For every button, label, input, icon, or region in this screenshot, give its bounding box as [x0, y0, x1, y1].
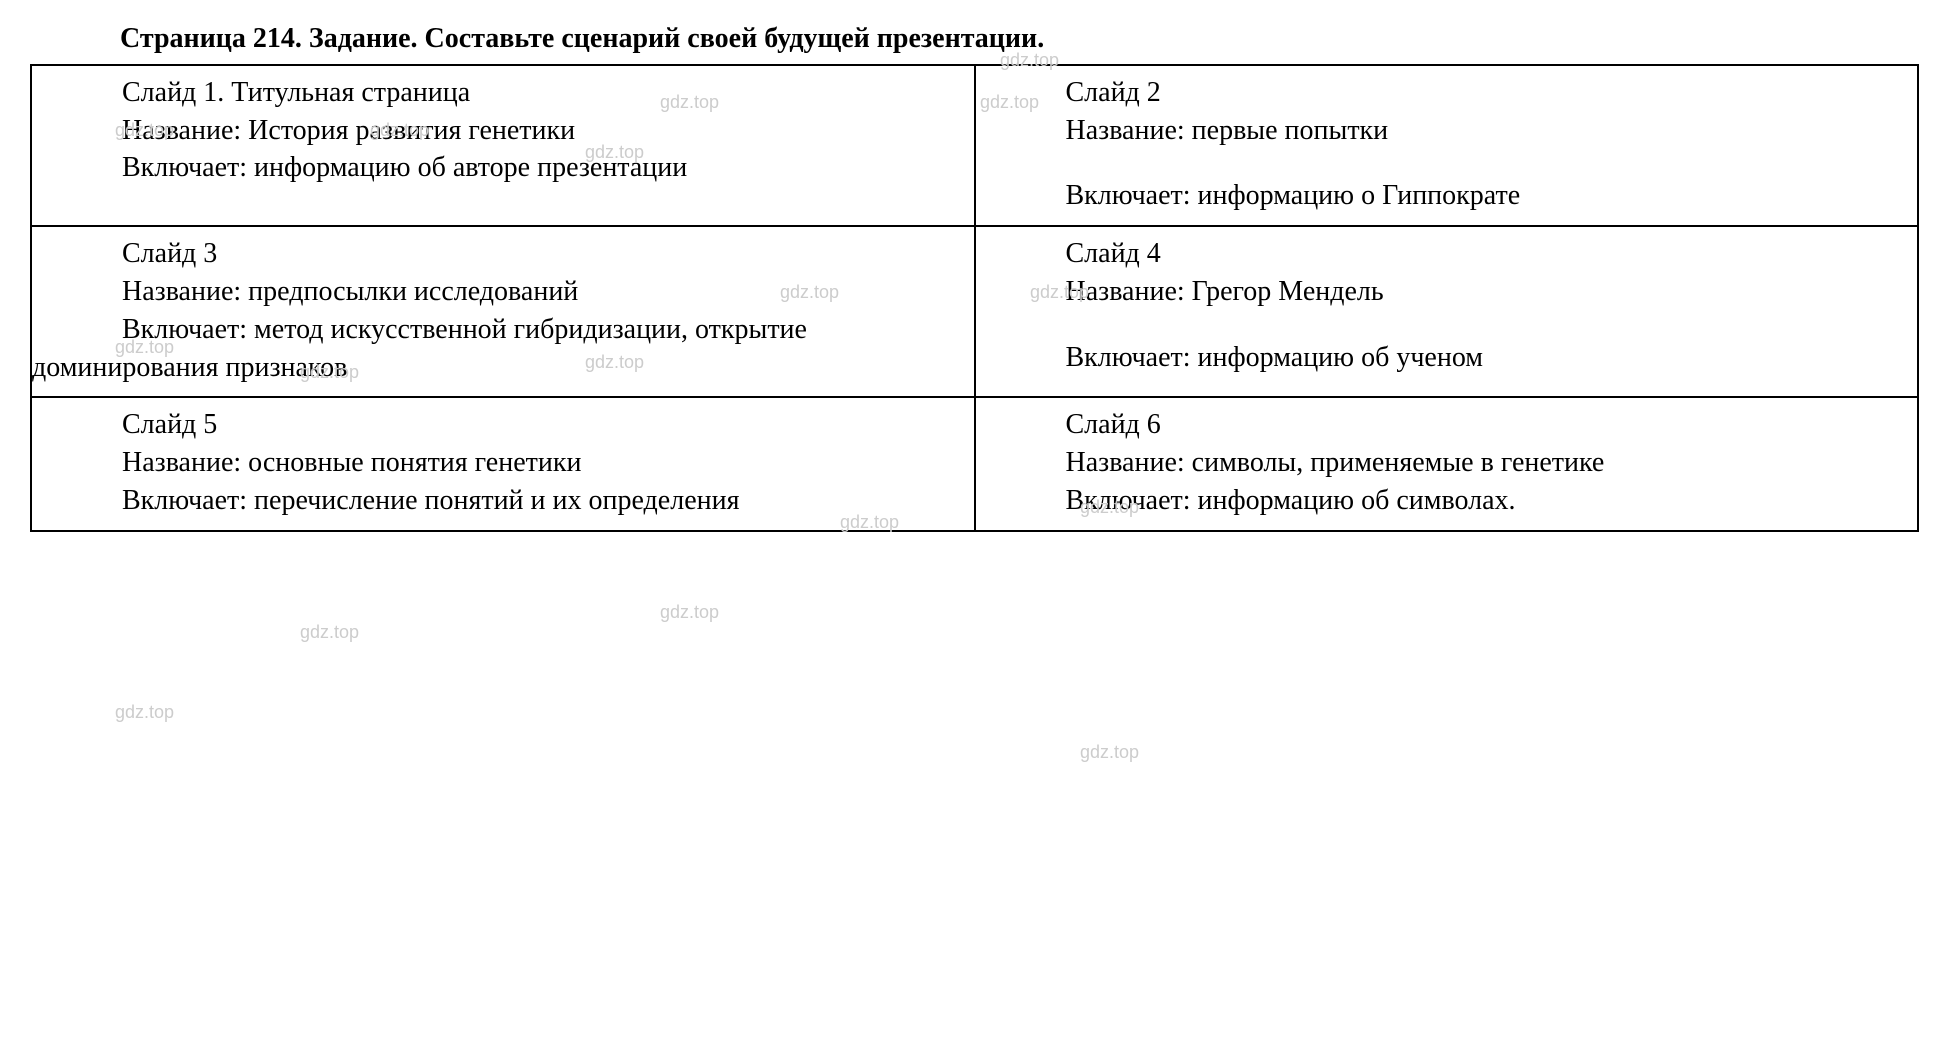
- slide-name-line: Название: Грегор Мендель: [976, 273, 1918, 311]
- cell-content: Слайд 5 Название: основные понятия генет…: [32, 406, 974, 519]
- cell-content: Слайд 3 Название: предпосылки исследован…: [32, 235, 974, 386]
- slides-table: Слайд 1. Титульная страница Название: Ис…: [30, 64, 1919, 532]
- watermark-text: gdz.top: [660, 600, 719, 624]
- slide-name-line: Название: История развития генетики: [32, 112, 974, 150]
- slide-name-line: Название: первые попытки: [976, 112, 1918, 150]
- slide-number-line: Слайд 2: [976, 74, 1918, 112]
- slide-number-line: Слайд 4: [976, 235, 1918, 273]
- task-heading: Страница 214. Задание. Составьте сценари…: [30, 20, 1919, 58]
- heading-section: Страница 214. Задание. Составьте сценари…: [30, 20, 1919, 58]
- slide-includes-line: Включает: информацию об авторе презентац…: [32, 149, 974, 187]
- cell-slide-6: Слайд 6 Название: символы, применяемые в…: [975, 397, 1919, 530]
- slide-includes-line: Включает: перечисление понятий и их опре…: [32, 482, 974, 520]
- slide-number-line: Слайд 3: [32, 235, 974, 273]
- cell-slide-3: Слайд 3 Название: предпосылки исследован…: [31, 226, 975, 397]
- watermark-text: gdz.top: [300, 620, 359, 644]
- slide-includes-line: Включает: информацию о Гиппократе: [976, 177, 1918, 215]
- cell-content: Слайд 4 Название: Грегор Мендель Включае…: [976, 235, 1918, 376]
- slide-number-line: Слайд 1. Титульная страница: [32, 74, 974, 112]
- table-row: Слайд 5 Название: основные понятия генет…: [31, 397, 1918, 530]
- slide-name-line: Название: символы, применяемые в генетик…: [976, 444, 1918, 482]
- watermark-text: gdz.top: [115, 700, 174, 724]
- slide-name-line: Название: предпосылки исследований: [32, 273, 974, 311]
- slide-number-line: Слайд 5: [32, 406, 974, 444]
- watermark-text: gdz.top: [1080, 740, 1139, 764]
- slide-includes-line: Включает: метод искусственной гибридизац…: [32, 311, 974, 387]
- cell-content: Слайд 6 Название: символы, применяемые в…: [976, 406, 1918, 519]
- slide-includes-line: Включает: информацию об ученом: [976, 339, 1918, 377]
- cell-slide-1: Слайд 1. Титульная страница Название: Ис…: [31, 65, 975, 226]
- slide-number-line: Слайд 6: [976, 406, 1918, 444]
- cell-slide-2: Слайд 2 Название: первые попытки Включае…: [975, 65, 1919, 226]
- slide-name-line: Название: основные понятия генетики: [32, 444, 974, 482]
- cell-slide-5: Слайд 5 Название: основные понятия генет…: [31, 397, 975, 530]
- table-row: Слайд 3 Название: предпосылки исследован…: [31, 226, 1918, 397]
- slide-includes-line: Включает: информацию об символах.: [976, 482, 1918, 520]
- table-row: Слайд 1. Титульная страница Название: Ис…: [31, 65, 1918, 226]
- cell-content: Слайд 1. Титульная страница Название: Ис…: [32, 74, 974, 187]
- cell-content: Слайд 2 Название: первые попытки Включае…: [976, 74, 1918, 215]
- cell-slide-4: Слайд 4 Название: Грегор Мендель Включае…: [975, 226, 1919, 397]
